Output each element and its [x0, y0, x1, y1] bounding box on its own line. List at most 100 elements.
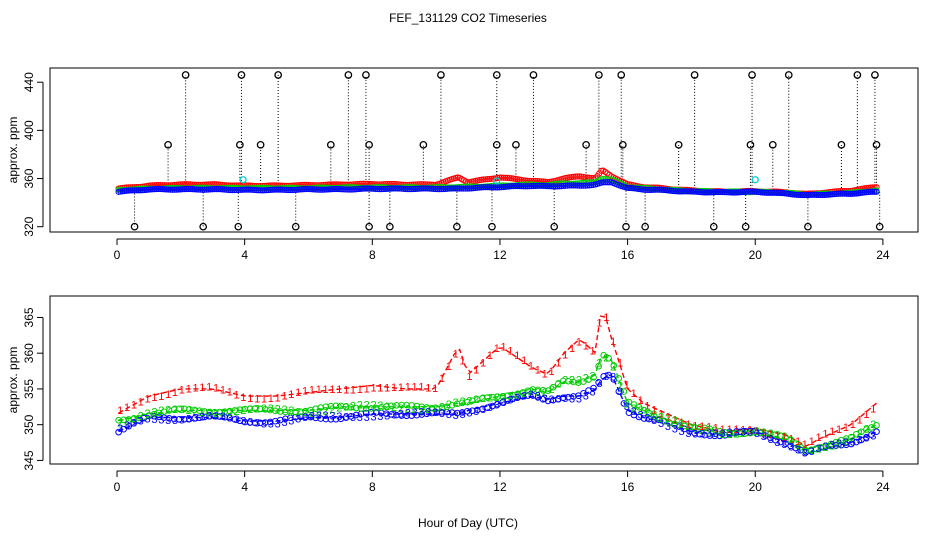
bottom-series-2-marker: 2: [398, 403, 404, 415]
top-series-3-point: [398, 185, 405, 192]
bottom-series-3-marker: 3: [815, 443, 821, 455]
bottom-series-2-point: [251, 405, 259, 412]
top-series-3-point: [179, 186, 186, 193]
top-cyan-point: [493, 177, 501, 185]
bottom-series-1-marker: 1: [343, 384, 349, 396]
bottom-series-3-marker: 3: [179, 414, 185, 426]
bottom-series-1-marker: 1: [542, 369, 548, 381]
top-series-3-point: [560, 182, 567, 190]
top-series-3-point: [701, 189, 709, 196]
top-series-3-point: [328, 186, 336, 193]
top-series-3-point: [554, 183, 561, 190]
bottom-series-1-marker: 1: [836, 424, 842, 436]
top-series-3-point: [229, 187, 236, 194]
top-series-3-point: [606, 179, 613, 186]
bottom-series-2-marker: 2: [850, 433, 856, 445]
top-series-3-point: [504, 183, 511, 190]
top-series-3-point: [677, 188, 685, 195]
top-series-3-point: [370, 185, 378, 192]
top-series-3-point: [193, 186, 200, 193]
top-spike-high-point: [274, 71, 283, 79]
bottom-series-2-marker: 2: [583, 372, 589, 384]
bottom-series-1-marker: 1: [459, 356, 465, 368]
bottom-series-1-marker: 1: [822, 429, 828, 441]
top-series-3-point: [157, 185, 164, 193]
bottom-series-2-marker: 2: [535, 387, 541, 399]
bottom-series-2-point: [408, 402, 415, 409]
top-series-3-point: [602, 179, 609, 186]
top-series-3-point: [368, 185, 376, 192]
top-series-3-point: [185, 185, 192, 193]
bottom-series-3-marker: 3: [151, 414, 157, 426]
top-series-3-point: [364, 185, 372, 192]
top-series-3-point: [279, 186, 286, 193]
bottom-series-1-marker: 1: [781, 431, 787, 443]
top-series-3-point: [646, 186, 653, 194]
bottom-series-2-marker: 2: [459, 396, 465, 408]
bottom-series-1-marker: 1: [843, 422, 849, 434]
top-series-3-point: [703, 189, 711, 196]
top-series-3-point: [566, 182, 573, 189]
bottom-series-1-marker: 1: [747, 425, 753, 437]
top-series-3-point: [763, 189, 770, 196]
bottom-series-1-marker: 1: [425, 382, 431, 394]
top-series-3-point: [326, 186, 334, 193]
top-series-3-point: [574, 182, 581, 189]
bottom-series-1-marker: 1: [809, 436, 815, 448]
top-series-3-point: [570, 182, 577, 189]
top-series-3-point: [422, 185, 429, 192]
bottom-series-1-marker: 1: [165, 389, 171, 401]
top-series-3-point: [767, 189, 774, 196]
bottom-series-1-marker: 1: [213, 382, 219, 394]
bottom-series-2-point: [802, 447, 810, 454]
top-series-3-point: [534, 182, 541, 189]
bottom-series-2-point: [696, 424, 703, 431]
top-series-3-point: [420, 185, 427, 192]
bottom-series-1-marker: 1: [179, 385, 185, 397]
top-series-3-point: [187, 185, 194, 193]
top-series-3-point: [458, 185, 465, 192]
top-spike-low-point: [709, 222, 718, 231]
top-series-3-point: [304, 185, 312, 193]
top-series-3-point: [203, 186, 210, 193]
bottom-series-2-point: [741, 430, 749, 437]
bottom-series-1-marker: 1: [829, 426, 835, 438]
bottom-series-2-marker: 2: [240, 405, 246, 417]
bottom-series-3-marker: 3: [145, 414, 151, 426]
top-series-3-point: [330, 185, 338, 193]
bottom-series-2-marker: 2: [446, 399, 452, 411]
top-series-3-point: [644, 186, 651, 193]
bottom-series-1-marker: 1: [186, 384, 192, 396]
top-series-3-point: [805, 191, 812, 199]
top-series-3-point: [302, 185, 310, 193]
bottom-series-1-marker: 1: [720, 424, 726, 436]
top-series-3-point: [338, 186, 346, 193]
bottom-series-3-marker: 3: [795, 445, 801, 457]
top-series-3-point: [837, 190, 844, 197]
bottom-series-2-marker: 2: [590, 370, 596, 382]
bottom-series-2-marker: 2: [507, 391, 513, 403]
top-series-3-point: [452, 185, 459, 192]
bottom-series-2-marker: 2: [781, 431, 787, 443]
top-series-3-point: [432, 185, 439, 193]
bottom-series-2-marker: 2: [631, 403, 637, 415]
top-series-3-point: [297, 186, 304, 193]
top-series-3-point: [494, 184, 501, 191]
bottom-series-3-marker: 3: [418, 406, 424, 418]
bottom-series-2-point: [751, 429, 759, 436]
top-spike-high-point: [595, 71, 603, 79]
bottom-series-3-marker: 3: [507, 394, 513, 406]
top-series-3-point: [322, 186, 330, 193]
top-series-3-point: [336, 186, 344, 193]
top-series-3-point: [526, 183, 533, 190]
top-series-3-point: [723, 189, 731, 196]
bottom-y-tick-label: 350: [22, 414, 36, 434]
top-series-3-point: [705, 189, 713, 196]
top-spike-low-point: [291, 222, 300, 231]
bottom-series-1-marker: 1: [145, 394, 151, 406]
bottom-series-3-marker: 3: [138, 416, 144, 428]
top-series-3-point: [131, 187, 138, 194]
bottom-series-3-point: [403, 412, 410, 420]
bottom-series-1-marker: 1: [329, 384, 335, 396]
bottom-series-2-marker: 2: [672, 415, 678, 427]
